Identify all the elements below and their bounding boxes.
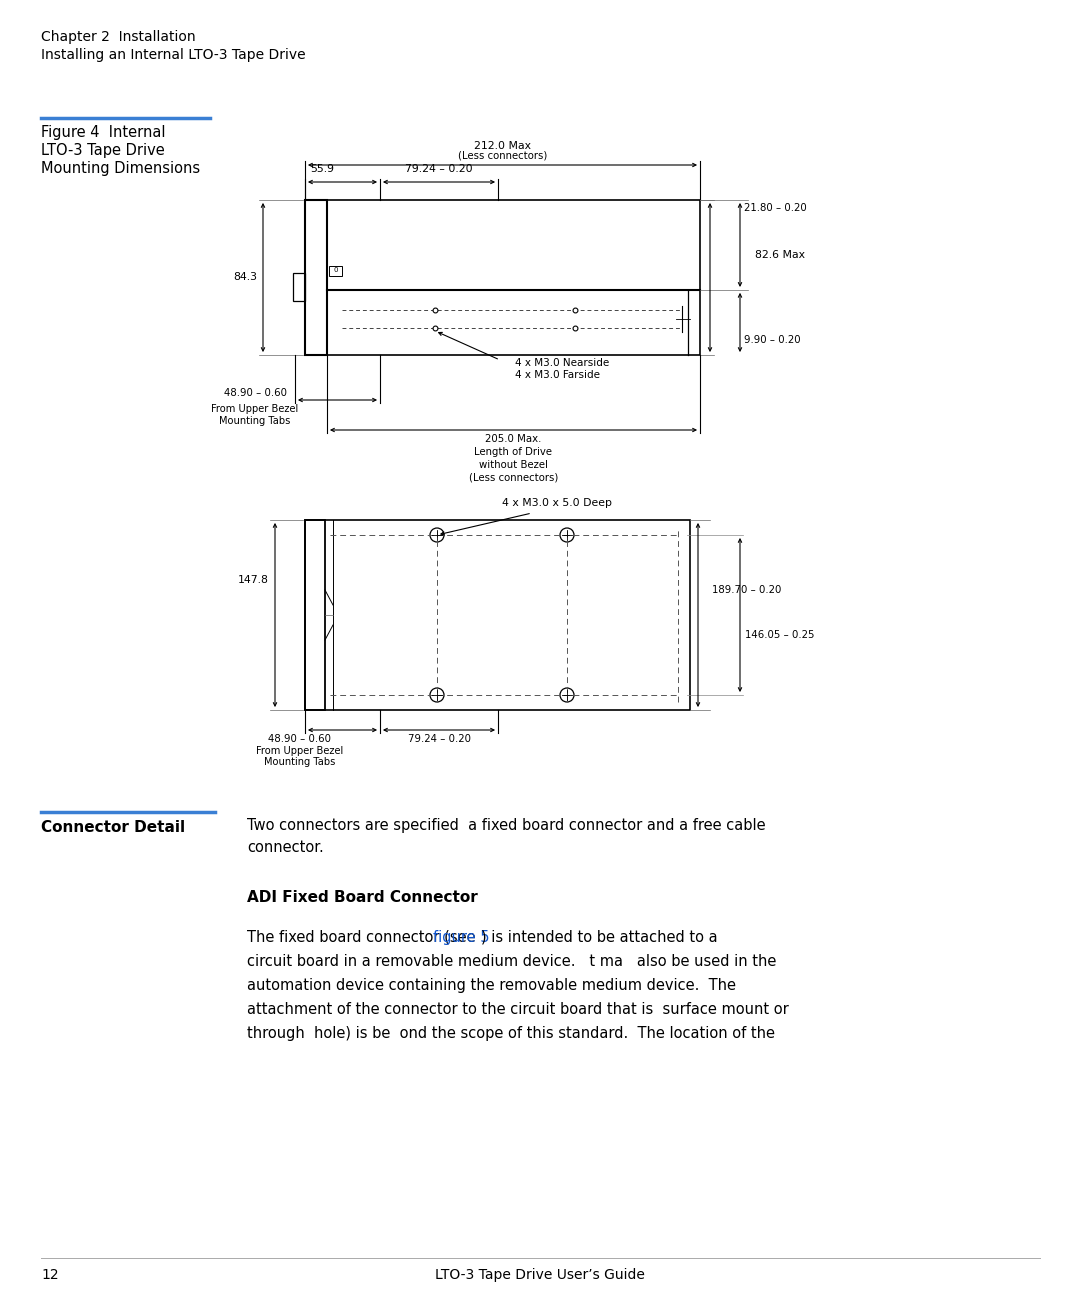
Text: attachment of the connector to the circuit board that is  surface mount or: attachment of the connector to the circu…	[247, 1002, 788, 1017]
Text: 79.24 – 0.20: 79.24 – 0.20	[407, 734, 471, 744]
Text: Two connectors are specified  a fixed board connector and a free cable
connector: Two connectors are specified a fixed boa…	[247, 818, 766, 855]
Text: figure 5: figure 5	[433, 931, 489, 945]
Text: 48.90 – 0.60: 48.90 – 0.60	[224, 388, 286, 398]
Text: ) is intended to be attached to a: ) is intended to be attached to a	[481, 931, 717, 945]
Text: Mounting Tabs: Mounting Tabs	[265, 757, 336, 767]
Text: 84.3: 84.3	[233, 272, 257, 283]
Text: automation device containing the removable medium device.  The: automation device containing the removab…	[247, 978, 735, 993]
Text: ADI Fixed Board Connector: ADI Fixed Board Connector	[247, 890, 477, 905]
Text: 82.6 Max: 82.6 Max	[755, 250, 805, 260]
Text: LTO-3 Tape Drive: LTO-3 Tape Drive	[41, 143, 165, 158]
Text: through  hole) is be  ond the scope of this standard.  The location of the: through hole) is be ond the scope of thi…	[247, 1026, 775, 1041]
Text: 189.70 – 0.20: 189.70 – 0.20	[712, 584, 781, 595]
Circle shape	[561, 527, 573, 542]
Bar	[305, 520, 690, 710]
Text: 79.24 – 0.20: 79.24 – 0.20	[405, 165, 473, 174]
Text: (Less connectors): (Less connectors)	[458, 150, 548, 159]
Text: 21.80 – 0.20: 21.80 – 0.20	[744, 203, 807, 213]
Text: 146.05 – 0.25: 146.05 – 0.25	[745, 630, 814, 640]
Circle shape	[430, 527, 444, 542]
Bar	[293, 272, 305, 301]
Text: circuit board in a removable medium device.   t ma   also be used in the: circuit board in a removable medium devi…	[247, 954, 777, 969]
Text: Connector Detail: Connector Detail	[41, 820, 185, 835]
Text: Mounting Tabs: Mounting Tabs	[219, 416, 291, 426]
Text: From Upper Bezel: From Upper Bezel	[212, 404, 299, 413]
Text: The fixed board connector (see: The fixed board connector (see	[247, 931, 481, 945]
Text: Installing an Internal LTO-3 Tape Drive: Installing an Internal LTO-3 Tape Drive	[41, 48, 306, 62]
Text: From Upper Bezel: From Upper Bezel	[256, 746, 343, 756]
Bar	[305, 200, 700, 355]
Text: Chapter 2  Installation: Chapter 2 Installation	[41, 30, 195, 44]
Text: 147.8: 147.8	[238, 575, 269, 584]
Text: 4 x M3.0 x 5.0 Deep: 4 x M3.0 x 5.0 Deep	[502, 498, 612, 508]
Circle shape	[430, 688, 444, 702]
Bar	[305, 520, 325, 710]
Bar	[329, 266, 342, 276]
Text: 9.90 – 0.20: 9.90 – 0.20	[744, 334, 800, 345]
Text: 4 x M3.0 Nearside
4 x M3.0 Farside: 4 x M3.0 Nearside 4 x M3.0 Farside	[515, 358, 609, 380]
Circle shape	[561, 688, 573, 702]
Text: Figure 4  Internal: Figure 4 Internal	[41, 124, 165, 140]
Text: 205.0 Max.
Length of Drive
without Bezel
(Less connectors): 205.0 Max. Length of Drive without Bezel…	[469, 434, 558, 482]
Text: 12: 12	[41, 1267, 58, 1282]
Text: 48.90 – 0.60: 48.90 – 0.60	[269, 734, 332, 744]
Bar	[305, 200, 327, 355]
Text: 0: 0	[334, 267, 338, 273]
Text: 212.0 Max: 212.0 Max	[474, 141, 531, 152]
Text: 55.9: 55.9	[310, 165, 334, 174]
Text: LTO-3 Tape Drive User’s Guide: LTO-3 Tape Drive User’s Guide	[435, 1267, 645, 1282]
Text: Mounting Dimensions: Mounting Dimensions	[41, 161, 200, 176]
